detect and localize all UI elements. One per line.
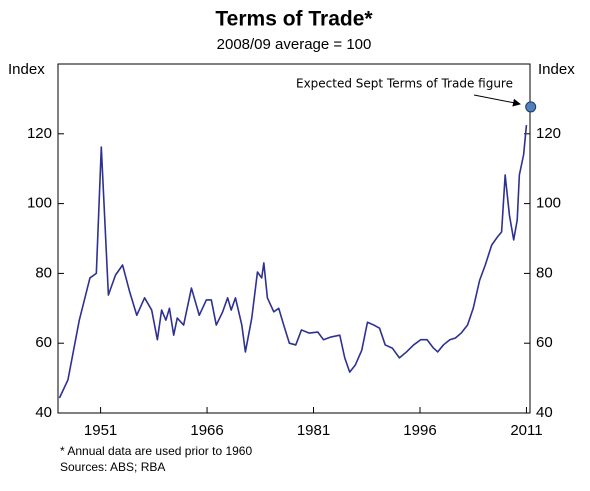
x-tick-label: 2011 <box>510 422 542 439</box>
x-tick-label: 1966 <box>190 422 223 439</box>
y2-axis-label: Index <box>538 61 575 78</box>
y2-tick-label: 120 <box>536 125 561 142</box>
plot-frame <box>57 63 531 414</box>
y2-tick-label: 80 <box>536 264 553 281</box>
chart-title: Terms of Trade* <box>215 8 373 31</box>
y2-tick-label: 40 <box>536 404 553 421</box>
source: Sources: ABS; RBA <box>60 460 165 474</box>
y-tick-label: 40 <box>35 404 52 421</box>
y-tick-label: 120 <box>27 125 52 142</box>
x-tick-label: 1951 <box>84 422 117 439</box>
line-series <box>58 124 528 399</box>
y2-tick-label: 60 <box>536 334 553 351</box>
footnote: * Annual data are used prior to 1960 <box>60 444 252 458</box>
annotation-arrow <box>473 94 521 107</box>
chart-subtitle: 2008/09 average = 100 <box>217 36 372 53</box>
y-tick-label: 60 <box>35 334 52 351</box>
y-tick-label: 80 <box>35 264 52 281</box>
annotation: Expected Sept Terms of Trade figure <box>296 77 513 91</box>
x-tick-label: 1996 <box>403 422 436 439</box>
y-tick-label: 100 <box>27 195 52 212</box>
x-tick-label: 1981 <box>297 422 330 439</box>
expected-point <box>525 101 537 113</box>
y-axis-label: Index <box>8 61 45 78</box>
y2-tick-label: 100 <box>536 195 561 212</box>
